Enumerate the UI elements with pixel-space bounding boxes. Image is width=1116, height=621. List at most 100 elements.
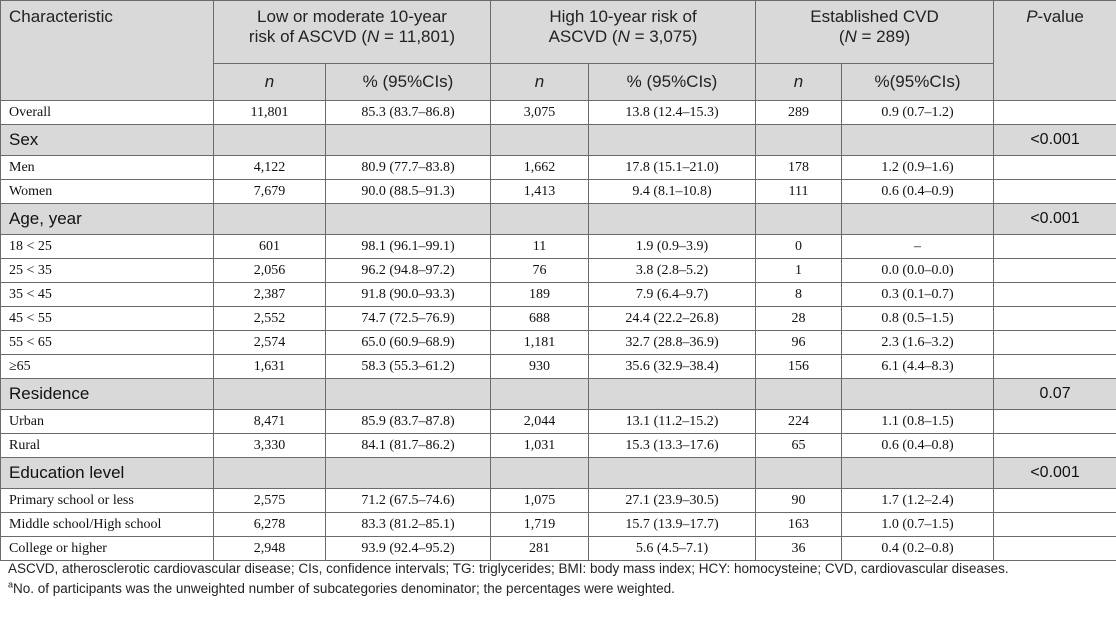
p-value-cell xyxy=(993,433,1116,458)
row-label: 25 < 35 xyxy=(0,258,214,283)
pct-cell: 0.9 (0.7–1.2) xyxy=(841,100,995,125)
n-cell: 3,330 xyxy=(213,433,326,458)
pct-cell: 84.1 (81.7–86.2) xyxy=(325,433,491,458)
empty-cell xyxy=(490,203,589,235)
pct-cell: 1.7 (1.2–2.4) xyxy=(841,488,995,513)
n-cell: 7,679 xyxy=(213,179,326,204)
table-row: 55 < 65 2,574 65.0 (60.9–68.9) 1,181 32.7 (2… xyxy=(0,330,1116,355)
row-label: Overall xyxy=(0,100,214,125)
row-label: 35 < 45 xyxy=(0,282,214,307)
header-group-line1: Low or moderate 10-year xyxy=(257,7,447,26)
section-row: Age, year <0.001 xyxy=(0,203,1116,235)
n-cell: 1,719 xyxy=(490,512,589,537)
p-value-cell xyxy=(993,155,1116,180)
p-value-cell xyxy=(993,330,1116,355)
table-body: Overall 11,801 85.3 (83.7–86.8) 3,075 13.8 (… xyxy=(0,100,1116,561)
p-value-cell xyxy=(993,409,1116,434)
pct-cell: 83.3 (81.2–85.1) xyxy=(325,512,491,537)
pct-cell: 13.8 (12.4–15.3) xyxy=(587,100,757,125)
n-cell: 178 xyxy=(755,155,843,180)
pct-cell: 7.9 (6.4–9.7) xyxy=(587,282,757,307)
footnote-abbreviations: ASCVD, atherosclerotic cardiovascular di… xyxy=(8,561,1009,576)
header-group-line2-post: = 289) xyxy=(856,27,911,46)
n-cell: 76 xyxy=(490,258,589,283)
empty-cell xyxy=(325,203,491,235)
row-label: 45 < 55 xyxy=(0,306,214,331)
header-group-line2-post: = 11,801) xyxy=(379,27,456,46)
subheader-n-text: n xyxy=(793,72,804,91)
n-cell: 189 xyxy=(490,282,589,307)
pct-cell: 15.3 (13.3–17.6) xyxy=(587,433,757,458)
n-cell: 11 xyxy=(490,234,589,259)
pct-cell: 6.1 (4.4–8.3) xyxy=(841,354,995,379)
header-characteristic: Characteristic xyxy=(0,0,214,101)
header-group-line1: Established CVD xyxy=(810,7,939,26)
pct-cell: 1.9 (0.9–3.9) xyxy=(587,234,757,259)
n-cell: 930 xyxy=(490,354,589,379)
row-label: 18 < 25 xyxy=(0,234,214,259)
pct-cell: 1.2 (0.9–1.6) xyxy=(841,155,995,180)
n-cell: 4,122 xyxy=(213,155,326,180)
table-container: Characteristic Low or moderate 10-year r… xyxy=(0,0,1116,596)
header-pvalue-italic: P xyxy=(1026,7,1038,26)
section-label: Education level xyxy=(0,457,214,489)
header-group-line2-pre: ASCVD ( xyxy=(548,27,618,46)
empty-cell xyxy=(755,378,843,410)
table-row: Women 7,679 90.0 (88.5–91.3) 1,413 9.4 (8.1–… xyxy=(0,179,1116,204)
empty-cell xyxy=(325,124,491,156)
p-value-cell xyxy=(993,536,1116,561)
empty-cell xyxy=(213,124,326,156)
empty-cell xyxy=(213,457,326,489)
p-value-cell xyxy=(993,488,1116,513)
p-value-cell xyxy=(993,354,1116,379)
subheader-n: n xyxy=(755,63,843,101)
table-row: College or higher 2,948 93.9 (92.4–95.2) 28… xyxy=(0,536,1116,561)
pct-cell: 96.2 (94.8–97.2) xyxy=(325,258,491,283)
section-row: Sex <0.001 xyxy=(0,124,1116,156)
footnote-marker: a xyxy=(8,579,14,590)
n-cell: 90 xyxy=(755,488,843,513)
empty-cell xyxy=(587,378,757,410)
n-cell: 2,044 xyxy=(490,409,589,434)
n-cell: 1 xyxy=(755,258,843,283)
p-value-cell xyxy=(993,234,1116,259)
table-header: Characteristic Low or moderate 10-year r… xyxy=(0,0,1116,101)
row-label: Primary school or less xyxy=(0,488,214,513)
n-cell: 1,662 xyxy=(490,155,589,180)
subheader-n-text: n xyxy=(264,72,275,91)
table-row: ≥65 1,631 58.3 (55.3–61.2) 930 35.6 (32.9–38… xyxy=(0,354,1116,379)
empty-cell xyxy=(841,378,995,410)
pct-cell: 17.8 (15.1–21.0) xyxy=(587,155,757,180)
n-cell: 8,471 xyxy=(213,409,326,434)
row-label: Middle school/High school xyxy=(0,512,214,537)
n-cell: 688 xyxy=(490,306,589,331)
empty-cell xyxy=(841,457,995,489)
pct-cell: 98.1 (96.1–99.1) xyxy=(325,234,491,259)
n-cell: 28 xyxy=(755,306,843,331)
pct-cell: 0.8 (0.5–1.5) xyxy=(841,306,995,331)
empty-cell xyxy=(325,457,491,489)
n-cell: 2,056 xyxy=(213,258,326,283)
pct-cell: 91.8 (90.0–93.3) xyxy=(325,282,491,307)
pct-cell: – xyxy=(841,234,995,259)
row-label: 55 < 65 xyxy=(0,330,214,355)
n-cell: 6,278 xyxy=(213,512,326,537)
n-cell: 36 xyxy=(755,536,843,561)
table-row: Overall 11,801 85.3 (83.7–86.8) 3,075 13.8 (… xyxy=(0,100,1116,125)
header-group-n-symbol: N xyxy=(844,27,857,46)
table-row: Primary school or less 2,575 71.2 (67.5–74… xyxy=(0,488,1116,513)
subheader-n: n xyxy=(213,63,326,101)
n-cell: 3,075 xyxy=(490,100,589,125)
header-group-line2-pre: ( xyxy=(838,27,845,46)
section-label: Sex xyxy=(0,124,214,156)
table-row: 35 < 45 2,387 91.8 (90.0–93.3) 189 7.9 (6.4–… xyxy=(0,282,1116,307)
table-row: 45 < 55 2,552 74.7 (72.5–76.9) 688 24.4 (22.… xyxy=(0,306,1116,331)
n-cell: 8 xyxy=(755,282,843,307)
pct-cell: 85.3 (83.7–86.8) xyxy=(325,100,491,125)
pct-cell: 24.4 (22.2–26.8) xyxy=(587,306,757,331)
n-cell: 224 xyxy=(755,409,843,434)
pct-cell: 90.0 (88.5–91.3) xyxy=(325,179,491,204)
n-cell: 1,631 xyxy=(213,354,326,379)
table-row: Men 4,122 80.9 (77.7–83.8) 1,662 17.8 (15.1–… xyxy=(0,155,1116,180)
pct-cell: 32.7 (28.8–36.9) xyxy=(587,330,757,355)
